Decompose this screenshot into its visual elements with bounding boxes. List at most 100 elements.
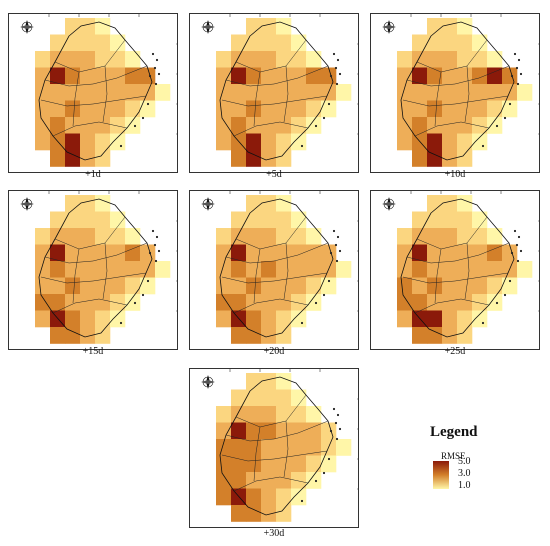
rmse-grid-cell <box>442 294 458 311</box>
rmse-grid-cell <box>80 84 96 101</box>
island-mark <box>154 82 158 86</box>
rmse-grid-cell <box>246 117 262 134</box>
rmse-grid-cell <box>442 277 458 295</box>
rmse-grid-cell <box>50 100 66 118</box>
island-mark <box>495 301 499 305</box>
rmse-grid-cell <box>65 228 81 245</box>
rmse-grid-cell <box>457 133 473 151</box>
rmse-grid-cell <box>261 327 277 344</box>
rmse-grid-cell <box>427 150 443 167</box>
rmse-grid-cell <box>276 244 292 262</box>
rmse-grid-cell <box>80 51 96 68</box>
district-boundary <box>102 65 108 123</box>
island-mark <box>503 116 507 120</box>
island-mark <box>338 249 342 253</box>
rmse-grid-cell <box>110 261 126 278</box>
rmse-grid-cell <box>276 51 292 68</box>
rmse-grid-cell <box>321 455 337 473</box>
district-boundary <box>434 71 442 127</box>
rmse-grid-cell <box>65 18 81 35</box>
rmse-grid-cell <box>457 277 473 295</box>
rmse-grid-cell <box>110 34 126 52</box>
rmse-grid-cell <box>246 472 262 489</box>
north-arrow-icon <box>201 197 215 211</box>
island-mark <box>153 66 157 70</box>
rmse-grid-cell <box>110 294 126 311</box>
island-mark <box>332 52 336 56</box>
rmse-grid-cell <box>291 67 307 85</box>
island-mark <box>327 279 331 283</box>
rmse-grid-cell <box>35 261 51 278</box>
rmse-grid-cell <box>110 100 126 118</box>
rmse-grid-cell <box>65 244 81 262</box>
district-boundary <box>52 121 128 137</box>
rmse-grid-cell <box>276 327 292 344</box>
district-boundary <box>72 71 80 127</box>
rmse-grid-cell <box>65 294 81 311</box>
rmse-grid-cell <box>427 18 443 35</box>
rmse-grid-cell <box>50 84 66 101</box>
rmse-grid-cell <box>125 51 141 68</box>
rmse-grid-cell <box>231 67 247 85</box>
island-mark <box>519 249 523 253</box>
district-boundary <box>225 65 329 87</box>
rmse-grid-cell <box>125 84 141 101</box>
rmse-grid-cell <box>442 244 458 262</box>
rmse-grid-cell <box>50 34 66 52</box>
rmse-grid-cell <box>472 228 488 245</box>
rmse-grid-cell <box>306 228 322 245</box>
rmse-grid-cell <box>397 84 413 101</box>
rmse-grid-cell <box>261 277 277 295</box>
island-mark <box>329 429 333 433</box>
district-boundary <box>54 39 126 73</box>
rmse-grid-cell <box>487 244 503 262</box>
rmse-grid-cell <box>291 488 307 506</box>
rmse-grid-cell <box>472 211 488 229</box>
island-mark <box>133 301 137 305</box>
rmse-grid-cell <box>306 472 322 489</box>
rmse-grid-cell <box>306 100 322 118</box>
rmse-grid-cell <box>35 310 51 328</box>
rmse-grid-cell <box>261 67 277 85</box>
rmse-grid-cell <box>276 84 292 101</box>
rmse-grid-cell <box>95 67 111 85</box>
rmse-grid-cell <box>95 100 111 118</box>
island-mark <box>510 251 514 255</box>
rmse-grid-cell <box>95 117 111 134</box>
rmse-grid-cell <box>306 244 322 262</box>
island-mark <box>141 116 145 120</box>
rmse-grid-cell <box>276 133 292 151</box>
rmse-grid-cell <box>472 310 488 328</box>
rmse-grid-cell <box>306 84 322 101</box>
rmse-grid-cell <box>50 294 66 311</box>
rmse-grid-cell <box>95 310 111 328</box>
rmse-grid-cell <box>261 389 277 407</box>
rmse-grid-cell <box>216 117 232 134</box>
rmse-grid-cell <box>216 228 232 245</box>
rmse-grid-cell <box>246 51 262 68</box>
district-boundary <box>221 450 328 462</box>
rmse-grid-cell <box>472 67 488 85</box>
rmse-grid-cell <box>457 211 473 229</box>
rmse-grid-cell <box>487 100 503 118</box>
rmse-grid-cell <box>336 439 352 456</box>
rmse-grid-cell <box>80 277 96 295</box>
rmse-grid-cell <box>95 18 111 35</box>
rmse-grid-cell <box>80 150 96 167</box>
rmse-grid-cell <box>321 244 337 262</box>
rmse-grid-cell <box>65 67 81 85</box>
rmse-grid-cell <box>397 294 413 311</box>
rmse-grid-cell <box>276 67 292 85</box>
rmse-grid-cell <box>246 261 262 278</box>
rmse-grid-cell <box>246 294 262 311</box>
legend-value-high: 5.0 <box>458 456 471 467</box>
island-mark <box>517 235 521 239</box>
rmse-grid-cell <box>487 277 503 295</box>
rmse-grid-cell <box>442 67 458 85</box>
rmse-grid-cell <box>276 211 292 229</box>
island-mark <box>157 72 161 76</box>
rmse-grid-cell <box>276 117 292 134</box>
island-mark <box>153 243 157 247</box>
island-mark <box>327 102 331 106</box>
rmse-grid-cell <box>276 261 292 278</box>
